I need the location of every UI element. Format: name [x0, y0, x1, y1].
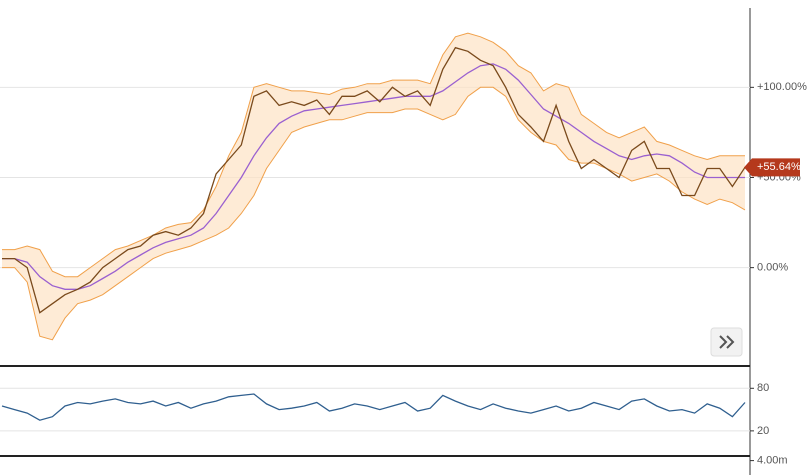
scroll-button[interactable]	[710, 327, 743, 357]
series-line	[2, 86, 746, 341]
series-line	[2, 46, 746, 314]
series-line	[1, 393, 746, 421]
series-line	[2, 32, 745, 278]
price-tag	[744, 158, 800, 177]
band-fill	[2, 33, 745, 340]
price-tag-label: +55.64%	[757, 161, 801, 173]
y-tick-label: 0.00%	[757, 262, 788, 274]
chevron-icon	[719, 335, 735, 349]
y-tick-label: +100.00%	[757, 81, 807, 93]
y-tick-label: 20	[757, 425, 769, 437]
y-tick-label: 4.00m	[757, 455, 788, 467]
series-line	[2, 63, 745, 290]
y-tick-label: 80	[757, 382, 769, 394]
